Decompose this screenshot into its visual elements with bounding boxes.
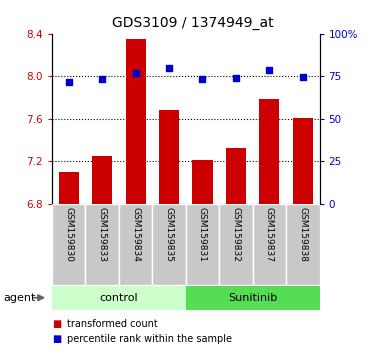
Bar	[293, 118, 313, 204]
Point	[65, 80, 72, 85]
Bar	[186, 204, 219, 285]
Bar	[85, 204, 119, 285]
Point	[99, 76, 105, 82]
Bar	[219, 204, 253, 285]
Text: agent: agent	[4, 293, 36, 303]
Point	[132, 70, 139, 76]
Bar	[186, 286, 320, 310]
Bar	[286, 204, 320, 285]
Bar	[253, 204, 286, 285]
Text: percentile rank within the sample: percentile rank within the sample	[67, 334, 233, 344]
Text: GSM159838: GSM159838	[298, 207, 307, 262]
Text: GSM159833: GSM159833	[98, 207, 107, 262]
Bar	[119, 204, 152, 285]
Text: control: control	[100, 293, 138, 303]
Text: transformed count: transformed count	[67, 319, 158, 329]
Bar	[152, 204, 186, 285]
Bar	[126, 39, 146, 204]
Point	[300, 74, 306, 80]
Bar	[59, 172, 79, 204]
Text: GSM159837: GSM159837	[265, 207, 274, 262]
Text: GSM159832: GSM159832	[231, 207, 241, 262]
Bar	[159, 110, 179, 204]
Bar	[92, 156, 112, 204]
Point	[166, 65, 172, 70]
Text: ■: ■	[52, 334, 61, 344]
Bar	[226, 148, 246, 204]
Text: ■: ■	[52, 319, 61, 329]
Bar	[192, 160, 213, 204]
Text: GSM159831: GSM159831	[198, 207, 207, 262]
Text: GSM159835: GSM159835	[164, 207, 174, 262]
Text: GDS3109 / 1374949_at: GDS3109 / 1374949_at	[112, 16, 273, 30]
Text: GSM159834: GSM159834	[131, 207, 140, 262]
Text: GSM159830: GSM159830	[64, 207, 73, 262]
Bar	[52, 204, 85, 285]
Bar	[259, 99, 280, 204]
Text: Sunitinib: Sunitinib	[228, 293, 277, 303]
Point	[266, 67, 273, 73]
Bar	[52, 286, 186, 310]
Point	[199, 76, 206, 82]
Point	[233, 75, 239, 81]
